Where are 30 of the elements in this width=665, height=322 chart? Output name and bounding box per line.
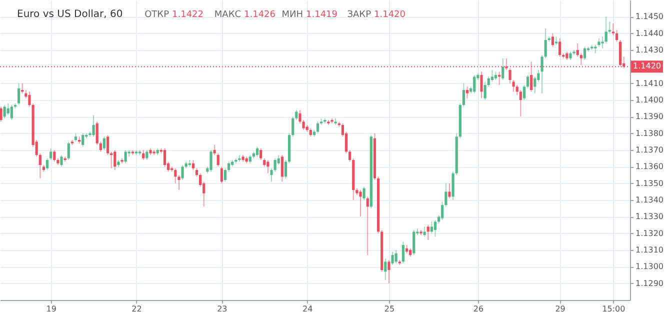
y-tick-label: 1.1360 xyxy=(636,162,664,172)
y-tick-label: 1.1310 xyxy=(636,246,664,254)
x-tick-label: 25 xyxy=(384,304,395,314)
y-tick-label: 1.1410 xyxy=(636,78,664,88)
text: Euro vs US Dollar, 60 xyxy=(17,9,123,20)
y-tick-label: 1.1390 xyxy=(636,112,664,122)
x-tick-label: 15:00 xyxy=(602,304,626,314)
y-tick-label: 1.1450 xyxy=(636,12,664,22)
y-tick-label: 1.1320 xyxy=(636,228,664,238)
x-tick-label: 22 xyxy=(132,304,142,314)
y-tick-label: 1.1400 xyxy=(636,96,664,104)
x-tick-label: 24 xyxy=(302,304,313,314)
annotation: МИН 1.1419 xyxy=(282,10,338,20)
y-tick-label: 1.1340 xyxy=(636,196,664,204)
y-tick-label: 1.1350 xyxy=(636,178,664,188)
y-tick-label: 1.1380 xyxy=(636,128,664,138)
x-tick-label: 26 xyxy=(473,304,484,314)
annotation: ЗАКР 1.1420 xyxy=(347,10,406,20)
x-tick-label: 29 xyxy=(555,304,566,314)
y-tick-label: 1.1440 xyxy=(636,28,664,38)
annotation: ОТКР 1.1422 xyxy=(144,10,204,20)
annotation: МАКС 1.1426 xyxy=(214,10,276,20)
y-tick-label: 1.1430 xyxy=(636,46,664,54)
x-tick-label: 19 xyxy=(46,304,56,314)
y-tick-label: 1.1370 xyxy=(636,146,664,154)
x-tick-label: 23 xyxy=(217,304,228,314)
y-tick-label: 1.1300 xyxy=(636,262,664,272)
ref-line-label: 1.1420 xyxy=(633,62,661,71)
y-tick-label: 1.1290 xyxy=(636,278,664,288)
y-tick-label: 1.1330 xyxy=(636,212,664,222)
